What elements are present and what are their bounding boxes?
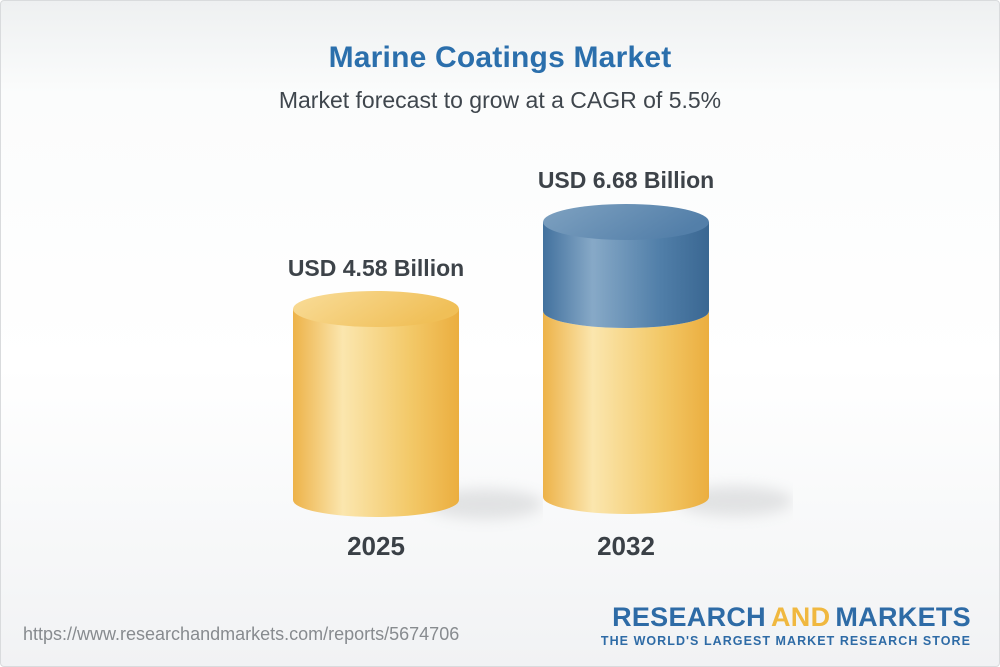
report-url: https://www.researchandmarkets.com/repor… [23,624,460,644]
value-label-2025: USD 4.58 Billion [287,255,465,281]
researchandmarkets-logo: RESEARCH AND MARKETS THE WORLD'S LARGEST M… [600,603,971,649]
cylinder-2032-top [543,204,709,240]
page-title: Marine Coatings Market [328,41,672,74]
logo-word-and: AND [770,602,831,632]
cylinder-bar-2025 [293,291,543,519]
category-label-2025: 2025 [347,531,405,561]
cylinder-2025-body [293,309,459,517]
page-subtitle: Market forecast to grow at a CAGR of 5.5… [278,87,722,113]
logo-word-markets: MARKETS [835,602,971,632]
logo-wordmark: RESEARCH AND MARKETS [601,603,971,631]
logo-word-research: RESEARCH [612,602,766,632]
cylinder-2025-top [293,291,459,327]
cylinder-2032-growth-segment [543,222,709,328]
value-label-2032: USD 6.68 Billion [537,167,715,193]
cylinder-bar-2032 [543,204,793,516]
category-label-2032: 2032 [597,531,655,561]
logo-tagline: THE WORLD'S LARGEST MARKET RESEARCH STOR… [600,634,971,649]
cylinder-2032-base-segment [543,311,709,514]
